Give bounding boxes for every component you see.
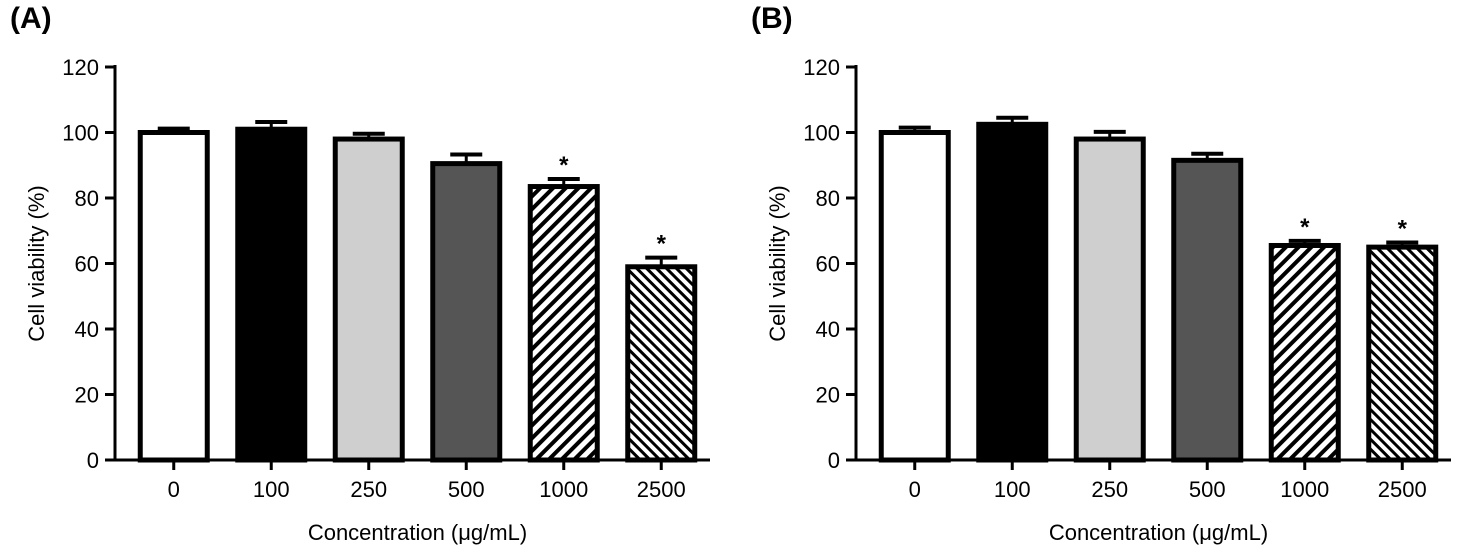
bar bbox=[235, 126, 308, 463]
y-tick-label: 0 bbox=[87, 448, 99, 473]
y-tick-label: 60 bbox=[75, 252, 99, 277]
x-tick-label: 0 bbox=[909, 477, 921, 502]
bar bbox=[1366, 244, 1439, 463]
y-tick-label: 80 bbox=[75, 186, 99, 211]
chart-panel-b: (B) 0 20 40 60 80 100 120 0 100 250 500 * 1000 * 2500 C… bbox=[741, 0, 1481, 557]
y-axis-title: Cell viability (%) bbox=[24, 185, 49, 341]
bar bbox=[625, 264, 698, 463]
x-tick-label: 1000 bbox=[539, 477, 588, 502]
y-tick-label: 20 bbox=[816, 383, 840, 408]
x-tick-label: 250 bbox=[350, 477, 387, 502]
y-axis-title: Cell viability (%) bbox=[765, 185, 790, 341]
x-tick-label: 250 bbox=[1091, 477, 1128, 502]
x-tick-label: 2500 bbox=[637, 477, 686, 502]
x-tick-label: 2500 bbox=[1378, 477, 1427, 502]
bar-chart-a: 0 20 40 60 80 100 120 0 100 250 500 * 1000 * 2500 Conce… bbox=[24, 55, 710, 545]
bar bbox=[1171, 157, 1244, 463]
significance-marker: * bbox=[559, 152, 569, 179]
y-tick-label: 40 bbox=[75, 317, 99, 342]
y-tick-label: 120 bbox=[62, 55, 99, 80]
bar bbox=[1073, 136, 1146, 463]
bar bbox=[878, 130, 951, 463]
y-tick-label: 0 bbox=[828, 448, 840, 473]
x-axis-title: Concentration (μg/mL) bbox=[308, 520, 527, 545]
x-tick-label: 0 bbox=[168, 477, 180, 502]
bar bbox=[1268, 242, 1341, 463]
bar-chart-b: 0 20 40 60 80 100 120 0 100 250 500 * 1000 * 2500 Conce… bbox=[765, 55, 1451, 545]
x-tick-label: 100 bbox=[253, 477, 290, 502]
significance-marker: * bbox=[1300, 214, 1310, 241]
x-tick-label: 500 bbox=[1189, 477, 1226, 502]
bar bbox=[137, 130, 210, 463]
x-tick-label: 100 bbox=[994, 477, 1031, 502]
y-tick-label: 120 bbox=[803, 55, 840, 80]
y-tick-label: 100 bbox=[803, 121, 840, 146]
x-tick-label: 500 bbox=[448, 477, 485, 502]
x-tick-label: 1000 bbox=[1280, 477, 1329, 502]
bar bbox=[976, 121, 1049, 463]
significance-marker: * bbox=[1398, 216, 1408, 243]
x-axis-title: Concentration (μg/mL) bbox=[1049, 520, 1268, 545]
panel-label: (B) bbox=[751, 2, 793, 35]
bar bbox=[332, 136, 405, 463]
y-tick-label: 60 bbox=[816, 252, 840, 277]
y-tick-label: 80 bbox=[816, 186, 840, 211]
y-tick-label: 100 bbox=[62, 121, 99, 146]
bar bbox=[527, 184, 600, 463]
chart-panel-a: (A) 0 20 40 60 80 100 120 0 100 250 500 * 1000 * 2500 C… bbox=[0, 0, 740, 557]
bar bbox=[430, 161, 503, 463]
y-tick-label: 20 bbox=[75, 383, 99, 408]
significance-marker: * bbox=[657, 231, 667, 258]
y-tick-label: 40 bbox=[816, 317, 840, 342]
panel-label: (A) bbox=[10, 2, 52, 35]
